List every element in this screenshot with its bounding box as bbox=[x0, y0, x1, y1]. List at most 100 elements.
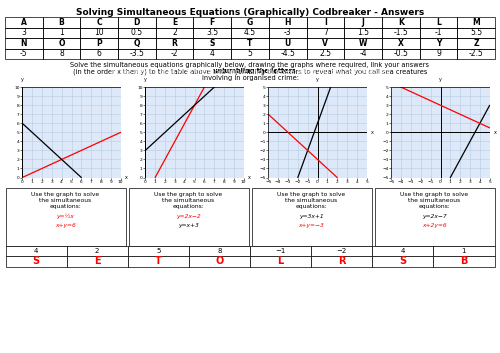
Bar bbox=[434, 246, 494, 256]
Text: -0.5: -0.5 bbox=[394, 49, 408, 58]
Text: the simultaneous: the simultaneous bbox=[408, 198, 461, 203]
Text: 9: 9 bbox=[436, 49, 441, 58]
Text: -3.5: -3.5 bbox=[130, 49, 144, 58]
Text: 0.5: 0.5 bbox=[131, 28, 143, 37]
Text: C: C bbox=[96, 18, 102, 27]
Text: 5: 5 bbox=[156, 248, 160, 254]
Bar bbox=[5, 48, 43, 59]
Text: 10: 10 bbox=[94, 28, 104, 37]
Text: 2: 2 bbox=[95, 248, 100, 254]
Text: Solve the simultaneous equations graphically below, drawing the graphs where req: Solve the simultaneous equations graphic… bbox=[70, 62, 430, 68]
Bar bbox=[372, 246, 434, 256]
Text: T: T bbox=[248, 39, 252, 48]
Bar bbox=[344, 17, 382, 28]
Text: Z: Z bbox=[474, 39, 479, 48]
Text: 3: 3 bbox=[22, 28, 26, 37]
Text: -2.5: -2.5 bbox=[469, 49, 484, 58]
Text: 4: 4 bbox=[210, 49, 214, 58]
Bar bbox=[382, 17, 420, 28]
Text: unjumbling the letters: unjumbling the letters bbox=[213, 68, 296, 74]
Bar bbox=[250, 246, 311, 256]
Bar bbox=[458, 48, 495, 59]
Text: S: S bbox=[32, 257, 40, 267]
Text: x: x bbox=[494, 130, 496, 135]
Bar bbox=[458, 38, 495, 48]
Text: involving in organised crime:: involving in organised crime: bbox=[202, 75, 298, 81]
Bar bbox=[269, 28, 306, 38]
Text: 4: 4 bbox=[34, 248, 38, 254]
Text: y=½x: y=½x bbox=[56, 214, 74, 219]
Bar bbox=[194, 28, 231, 38]
Text: D: D bbox=[134, 18, 140, 27]
Bar bbox=[80, 17, 118, 28]
Bar bbox=[420, 38, 458, 48]
Text: 1: 1 bbox=[462, 248, 466, 254]
Bar bbox=[458, 28, 495, 38]
Text: 4: 4 bbox=[400, 248, 405, 254]
Bar bbox=[374, 188, 494, 246]
Text: 1: 1 bbox=[59, 28, 64, 37]
Bar bbox=[80, 38, 118, 48]
Bar bbox=[118, 48, 156, 59]
Text: V: V bbox=[322, 39, 328, 48]
Text: 8: 8 bbox=[217, 248, 222, 254]
Bar bbox=[5, 28, 43, 38]
Bar bbox=[118, 38, 156, 48]
Text: the simultaneous: the simultaneous bbox=[162, 198, 214, 203]
Bar bbox=[231, 48, 269, 59]
Bar bbox=[5, 17, 43, 28]
Bar bbox=[344, 28, 382, 38]
Bar bbox=[194, 48, 231, 59]
Bar bbox=[382, 38, 420, 48]
Bar bbox=[128, 256, 189, 267]
Bar bbox=[311, 256, 372, 267]
Text: F: F bbox=[210, 18, 215, 27]
Text: -1.5: -1.5 bbox=[394, 28, 408, 37]
Bar bbox=[231, 17, 269, 28]
Bar bbox=[194, 38, 231, 48]
Text: Y: Y bbox=[436, 39, 441, 48]
Text: R: R bbox=[172, 39, 177, 48]
Text: -3: -3 bbox=[284, 28, 292, 37]
Text: A: A bbox=[21, 18, 27, 27]
Bar bbox=[42, 48, 80, 59]
Bar bbox=[269, 48, 306, 59]
Bar bbox=[80, 48, 118, 59]
Text: U: U bbox=[284, 39, 291, 48]
Text: O: O bbox=[58, 39, 65, 48]
Text: M: M bbox=[472, 18, 480, 27]
Bar bbox=[306, 38, 344, 48]
Bar bbox=[66, 256, 128, 267]
Bar bbox=[269, 38, 306, 48]
Text: J: J bbox=[362, 18, 364, 27]
Text: 7: 7 bbox=[323, 28, 328, 37]
Bar bbox=[6, 256, 66, 267]
Text: y=2x−2: y=2x−2 bbox=[176, 214, 201, 219]
Bar bbox=[156, 48, 194, 59]
Text: O: O bbox=[216, 257, 224, 267]
Text: R: R bbox=[338, 257, 345, 267]
Text: P: P bbox=[96, 39, 102, 48]
Bar bbox=[156, 28, 194, 38]
Bar bbox=[344, 38, 382, 48]
Text: y: y bbox=[316, 77, 319, 82]
Text: N: N bbox=[20, 39, 27, 48]
Bar bbox=[382, 48, 420, 59]
Bar bbox=[420, 17, 458, 28]
Text: 2.5: 2.5 bbox=[320, 49, 332, 58]
Bar bbox=[420, 28, 458, 38]
Text: -5: -5 bbox=[20, 49, 28, 58]
Text: y: y bbox=[439, 77, 442, 82]
Text: 5: 5 bbox=[248, 49, 252, 58]
Text: x+y=−3: x+y=−3 bbox=[298, 223, 324, 228]
Text: X: X bbox=[398, 39, 404, 48]
Text: I: I bbox=[324, 18, 327, 27]
Text: equations:: equations: bbox=[172, 204, 204, 209]
Text: Use the graph to solve: Use the graph to solve bbox=[278, 192, 345, 197]
Text: E: E bbox=[172, 18, 177, 27]
Bar bbox=[252, 188, 372, 246]
Text: 8: 8 bbox=[59, 49, 64, 58]
Text: x: x bbox=[370, 130, 374, 135]
Bar bbox=[118, 17, 156, 28]
Bar bbox=[382, 28, 420, 38]
